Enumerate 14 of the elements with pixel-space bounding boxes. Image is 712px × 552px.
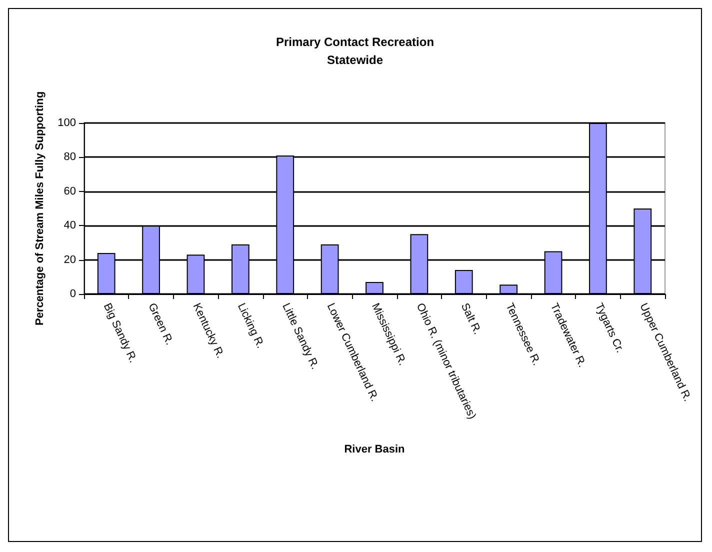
x-tick-label: Little Sandy R.	[280, 301, 321, 372]
y-tick-label: 80	[64, 151, 76, 164]
x-tick-label: Green R.	[146, 301, 176, 347]
x-tick-label: Big Sandy R.	[100, 301, 139, 365]
y-tick-label: 40	[64, 220, 76, 232]
y-tick-label: 100	[58, 117, 76, 129]
x-axis-title: River Basin	[344, 444, 406, 456]
y-axis-title: Percentage of Stream Miles Fully Supporting	[34, 91, 46, 326]
y-tick-label: 0	[70, 288, 76, 300]
x-tick-label: Salt R.	[458, 301, 484, 336]
y-tick-label: 60	[64, 185, 76, 198]
y-tick-label: 20	[64, 254, 76, 266]
chart-subtitle: Statewide	[326, 53, 384, 67]
chart-title: Primary Contact Recreation	[276, 35, 434, 49]
